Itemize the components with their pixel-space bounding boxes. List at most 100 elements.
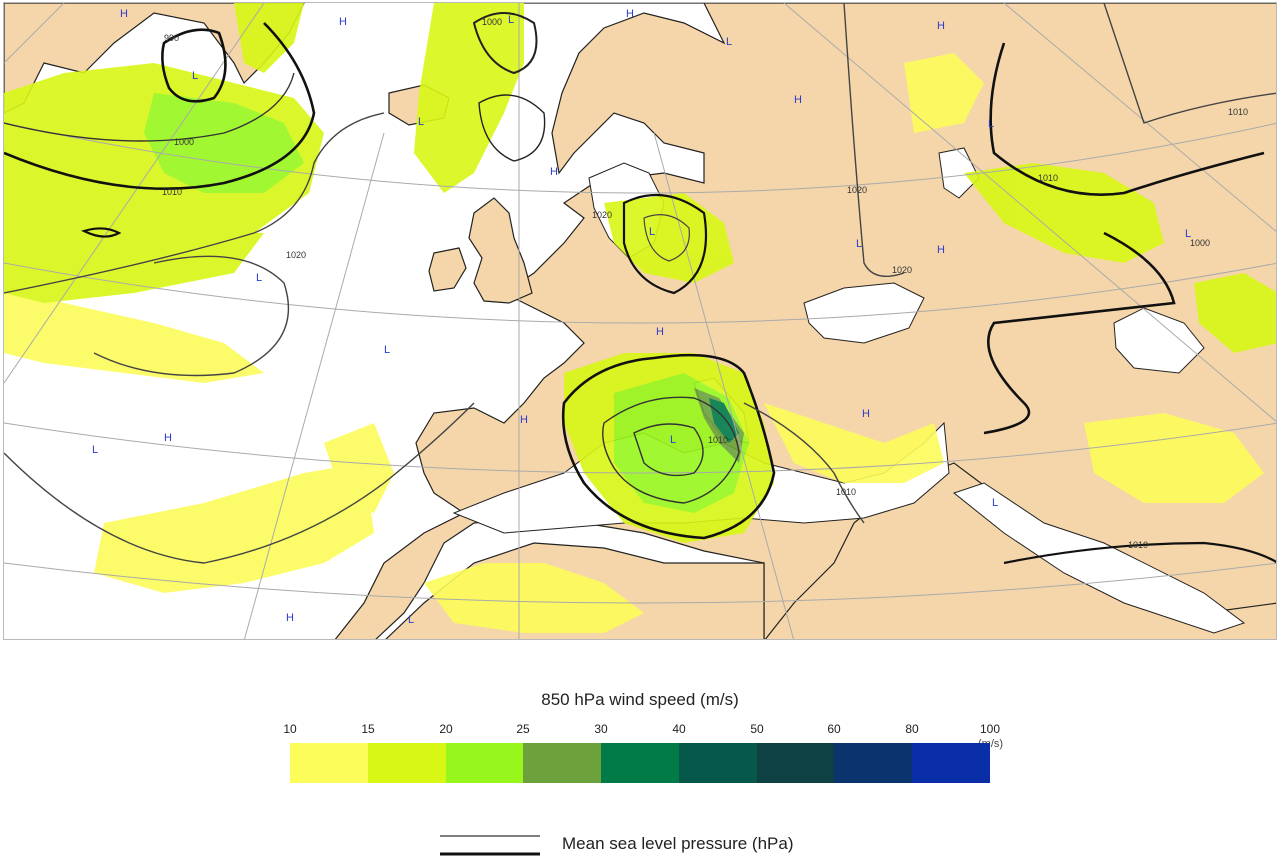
high-marker: H <box>862 408 870 420</box>
isobar-thick-1010-atlantic <box>4 22 316 190</box>
pressure-legend-lines <box>440 835 540 856</box>
isobar-label: 1020 <box>892 265 912 275</box>
isobar-italy-2 <box>633 423 704 477</box>
sea-red <box>952 482 1246 634</box>
wind-legend-title: 850 hPa wind speed (m/s) <box>541 690 739 709</box>
low-marker: L <box>408 614 414 626</box>
map-svg: 990 1000 1010 1020 1000 1020 1010 1020 1… <box>4 3 1276 639</box>
colorbar-segment-3 <box>523 743 602 783</box>
sea-black <box>803 282 925 344</box>
legend-tick: 100 <box>979 722 1001 736</box>
high-marker: H <box>120 8 128 20</box>
high-marker: H <box>339 16 347 28</box>
colorbar-segment-8 <box>912 743 991 783</box>
isobar-italy-1 <box>602 396 740 504</box>
high-marker: H <box>286 612 294 624</box>
isobar-italy-thick <box>561 353 776 540</box>
isobar-north-sea-low <box>478 94 546 162</box>
isobar-small-low <box>81 227 122 238</box>
wind-shading <box>4 3 1276 633</box>
isobar-label: 1010 <box>708 435 728 445</box>
legend-tick: 60 <box>827 722 841 736</box>
wind-area-atlantic-west <box>4 283 264 383</box>
high-marker: H <box>520 414 528 426</box>
legend-tick: 30 <box>594 722 608 736</box>
isobar-1010-middle-east <box>1003 541 1276 565</box>
graticule <box>4 3 1276 639</box>
high-marker: H <box>937 244 945 256</box>
isobar-1020-atlantic-south <box>4 402 475 564</box>
isobars <box>4 3 1276 565</box>
isobar-iceland-lows <box>472 12 538 75</box>
legend-tick: 20 <box>439 722 453 736</box>
land-great-britain <box>468 197 533 304</box>
wind-area-north-russia <box>904 53 984 133</box>
legend-tick: 40 <box>672 722 686 736</box>
isobar-label: 1010 <box>1038 173 1058 183</box>
legend-tick: 10 <box>283 722 297 736</box>
high-marker: H <box>164 432 172 444</box>
wind-area-south-atlantic <box>94 463 374 593</box>
high-marker: H <box>937 20 945 32</box>
isobar-label: 1020 <box>286 250 306 260</box>
isobar-1020-east <box>843 3 905 277</box>
low-marker: L <box>384 344 390 356</box>
low-marker: L <box>508 14 514 26</box>
isobar-label: 1020 <box>592 210 612 220</box>
legend-tick: 25 <box>516 722 530 736</box>
low-marker: L <box>92 444 98 456</box>
isobar-1020-loop <box>93 255 290 377</box>
colorbar-segment-0 <box>290 743 368 783</box>
isobar-russia-thick-2 <box>983 231 1176 435</box>
pressure-legend-label: Mean sea level pressure (hPa) <box>562 834 794 853</box>
isobar-1010-balkans <box>743 402 865 524</box>
high-marker: H <box>656 326 664 338</box>
isobar-label: 1010 <box>836 487 856 497</box>
isobar-label: 1000 <box>1190 238 1210 248</box>
high-marker: H <box>626 8 634 20</box>
isobar-1000 <box>4 72 295 142</box>
low-marker: L <box>192 70 198 82</box>
isobar-label: 1000 <box>174 137 194 147</box>
isobar-baltic-low <box>622 193 708 295</box>
isobar-label: 1020 <box>847 185 867 195</box>
low-marker: L <box>670 434 676 446</box>
wind-area-italy-peak <box>709 398 739 443</box>
isobar-label: 1000 <box>482 17 502 27</box>
wind-area-norway-sea <box>414 3 524 193</box>
wind-area-turkey <box>1084 413 1264 503</box>
colorbar-segment-5 <box>678 743 757 783</box>
isobar-label: 1010 <box>1128 540 1148 550</box>
wind-area-iberia-west <box>324 423 394 513</box>
legend-tick: 80 <box>905 722 919 736</box>
isobar-label: 1010 <box>162 187 182 197</box>
legend-tick: 15 <box>361 722 375 736</box>
wind-area-africa <box>424 563 644 633</box>
colorbar-segment-2 <box>445 743 524 783</box>
high-marker: H <box>550 166 558 178</box>
isobar-1020-west <box>4 112 385 294</box>
low-marker: L <box>649 226 655 238</box>
isobar-1010-ne <box>1103 3 1276 124</box>
wind-area-mid-atlantic <box>4 203 264 303</box>
sea-caspian <box>1113 307 1205 374</box>
colorbar-segment-4 <box>601 743 679 783</box>
wind-colorbar <box>290 743 991 783</box>
low-marker: L <box>988 118 994 130</box>
weather-map: 990 1000 1010 1020 1000 1020 1010 1020 1… <box>3 2 1277 640</box>
isobar-label: 990 <box>164 33 179 43</box>
colorbar-segment-7 <box>834 743 913 783</box>
pressure-centers: H H L L H H L L H L L H L H L L L H H H … <box>92 8 1191 626</box>
land-ireland <box>428 247 467 292</box>
low-marker: L <box>256 272 262 284</box>
low-marker: L <box>726 36 732 48</box>
isobar-baltic-low-inner <box>643 214 690 262</box>
high-marker: H <box>794 94 802 106</box>
legend-tick: 50 <box>750 722 764 736</box>
low-marker: L <box>992 497 998 509</box>
isobar-label: 1010 <box>1228 107 1248 117</box>
colorbar-segment-1 <box>367 743 446 783</box>
isobar-russia-thick <box>989 42 1265 196</box>
isobar-labels: 990 1000 1010 1020 1000 1020 1010 1020 1… <box>162 17 1248 550</box>
low-marker: L <box>1185 228 1191 240</box>
